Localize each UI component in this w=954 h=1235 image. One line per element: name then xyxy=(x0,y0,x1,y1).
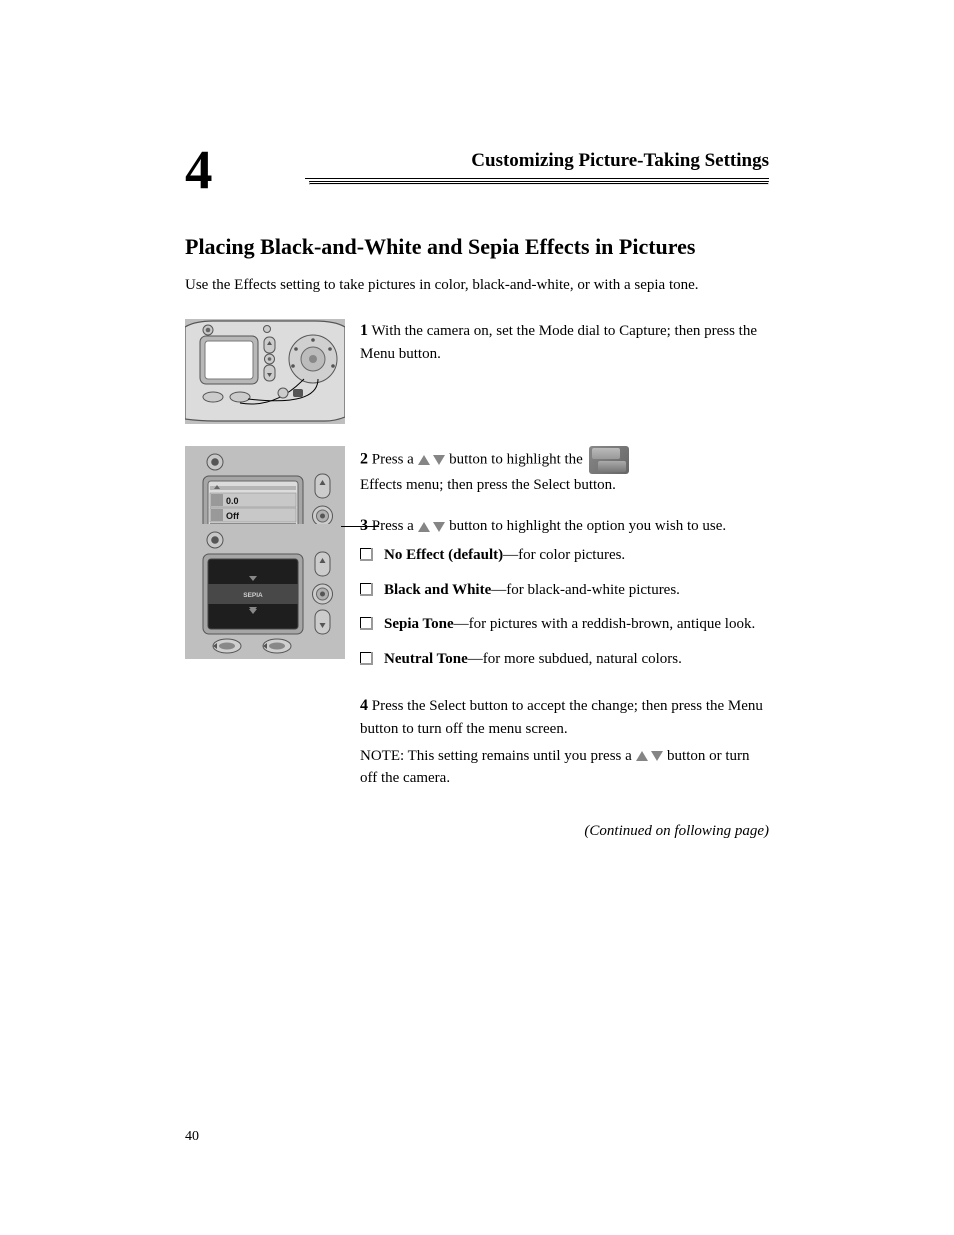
note-a: NOTE: This setting remains until you pre… xyxy=(360,748,636,764)
step-1: 1 With the camera on, set the Mode dial … xyxy=(185,319,769,430)
step-2-text-b: button to highlight the xyxy=(445,451,586,467)
submenu-label: SEPIA xyxy=(243,592,263,599)
chapter-header: 4 Customizing Picture-Taking Settings xyxy=(185,150,769,179)
step-2-text-c: Effects menu; then press the Select butt… xyxy=(360,477,616,493)
bullet-icon xyxy=(360,583,372,595)
continued-label: (Continued on following page) xyxy=(360,820,769,843)
step-4-number: 4 xyxy=(360,697,368,714)
down-arrow-icon xyxy=(433,455,445,465)
step-1-text: With the camera on, set the Mode dial to… xyxy=(360,323,757,362)
down-arrow-icon xyxy=(651,751,663,761)
step-1-number: 1 xyxy=(360,322,368,339)
chapter-title: Customizing Picture-Taking Settings xyxy=(185,150,769,172)
effects-icon xyxy=(589,446,629,474)
up-arrow-icon xyxy=(636,751,648,761)
step-2-number: 2 xyxy=(360,450,368,467)
note: NOTE: This setting remains until you pre… xyxy=(360,745,769,790)
step-2-text-a: Press a xyxy=(368,451,418,467)
chapter-number: 4 xyxy=(185,138,213,201)
step-4-text: Press the Select button to accept the ch… xyxy=(360,698,763,737)
page-number: 40 xyxy=(185,1129,199,1145)
manual-page: 4 Customizing Picture-Taking Settings Pl… xyxy=(0,0,954,1235)
section-intro: Use the Effects setting to take pictures… xyxy=(185,274,769,297)
up-arrow-icon xyxy=(418,455,430,465)
header-rule xyxy=(305,178,769,179)
header-double-rule xyxy=(309,181,769,185)
bullet-icon xyxy=(360,652,372,664)
illustration-submenu-screen: SEPIA xyxy=(185,524,345,659)
bullet-icon xyxy=(360,617,372,629)
bullet-icon xyxy=(360,548,372,560)
illustration-camera-back xyxy=(185,319,345,424)
menu-row-1-text: 0.0 xyxy=(226,496,239,506)
section-title: Placing Black-and-White and Sepia Effect… xyxy=(185,234,769,260)
step-4: SEPIA xyxy=(185,524,769,842)
menu-row-2-text: Off xyxy=(226,511,240,521)
